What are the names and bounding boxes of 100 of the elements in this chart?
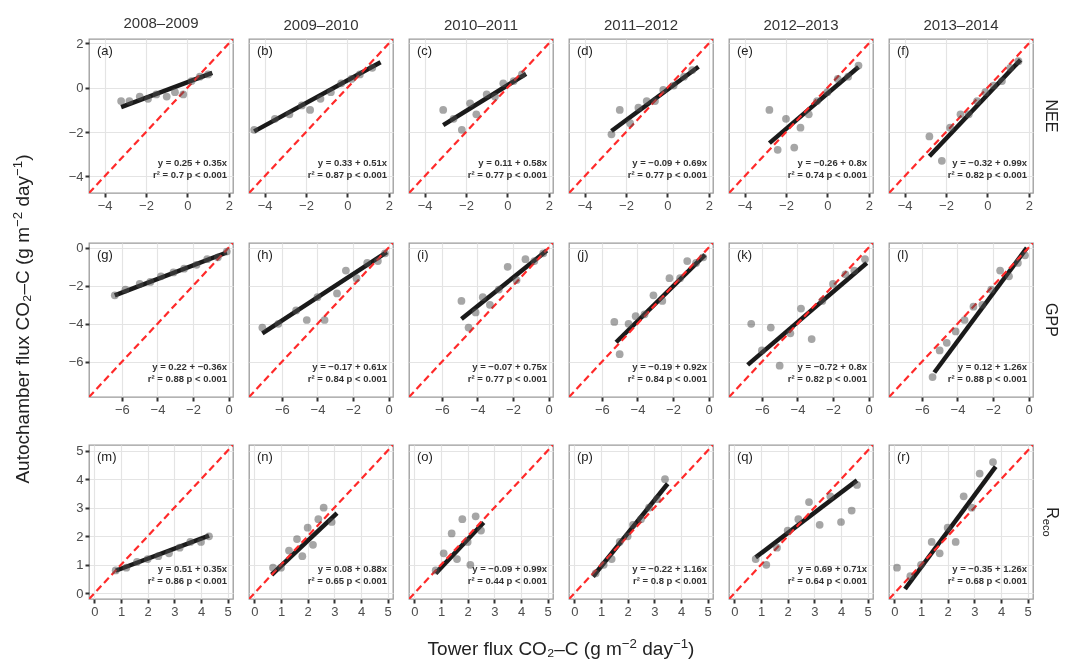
- annotation: y = 0.08 + 0.88x: [317, 563, 388, 574]
- point: [1014, 259, 1022, 267]
- y-tick-label: 5: [76, 443, 84, 459]
- x-tick-label: 4: [837, 603, 846, 619]
- annotation: r² = 0.88 p < 0.001: [147, 373, 228, 384]
- annotation: r² = 0.74 p < 0.001: [787, 169, 868, 180]
- annotation: r² = 0.84 p < 0.001: [627, 373, 708, 384]
- annotation: y = 0.33 + 0.51x: [317, 157, 388, 168]
- y-tick-label: 2: [76, 528, 84, 544]
- point: [837, 518, 845, 526]
- point: [162, 92, 171, 101]
- x-tick-label: −4: [97, 197, 113, 213]
- x-tick-label: 0: [731, 603, 739, 619]
- x-tick-label: 0: [705, 401, 713, 417]
- x-tick-label: −2: [619, 197, 634, 213]
- point: [775, 361, 784, 370]
- point: [494, 285, 503, 294]
- point: [277, 563, 285, 572]
- point: [854, 61, 863, 70]
- annotation: y = −0.32 + 0.99x: [952, 157, 1028, 168]
- annotation: (i): [417, 247, 429, 262]
- point: [314, 515, 323, 524]
- x-tick-label: −4: [737, 197, 753, 213]
- point: [967, 503, 976, 512]
- x-tick-label: 0: [184, 197, 192, 213]
- annotation: y = −0.26 + 0.8x: [797, 157, 868, 168]
- x-tick-label: 0: [891, 603, 899, 619]
- x-tick-label: 2: [624, 603, 632, 619]
- point: [195, 72, 204, 81]
- point: [937, 157, 946, 165]
- annotation: (p): [577, 449, 593, 464]
- point: [765, 106, 774, 114]
- point: [951, 538, 960, 546]
- annotation: (a): [97, 43, 113, 58]
- annotation: (j): [577, 247, 589, 262]
- annotation: r² = 0.87 p < 0.001: [307, 169, 388, 180]
- point: [477, 526, 485, 535]
- point: [688, 66, 697, 74]
- x-tick-label: 3: [491, 603, 499, 619]
- point: [214, 253, 222, 262]
- annotation: y = 0.22 + −0.36x: [152, 361, 228, 372]
- x-tick-label: 0: [411, 603, 419, 619]
- point: [337, 79, 346, 88]
- point: [347, 75, 356, 83]
- x-tick-label: −2: [666, 401, 681, 417]
- annotation: (h): [257, 247, 273, 262]
- point: [374, 257, 382, 265]
- x-tick-label: −4: [470, 401, 486, 417]
- point: [482, 90, 491, 99]
- x-tick-label: −4: [310, 401, 326, 417]
- point: [942, 338, 951, 347]
- point: [610, 318, 619, 326]
- point: [629, 520, 637, 529]
- point: [309, 540, 317, 549]
- point: [326, 88, 335, 97]
- point: [658, 297, 667, 305]
- annotation: (q): [737, 449, 753, 464]
- y-tick-label: 0: [76, 80, 84, 96]
- annotation: r² = 0.77 p < 0.001: [467, 169, 548, 180]
- x-tick-label: −6: [434, 401, 450, 417]
- point: [861, 255, 869, 264]
- x-tick-label: 2: [464, 603, 472, 619]
- point: [503, 262, 512, 271]
- point: [826, 492, 835, 501]
- y-tick-label: −4: [68, 168, 84, 184]
- point: [599, 560, 608, 569]
- point: [355, 70, 364, 79]
- x-tick-label: 2: [144, 603, 152, 619]
- point: [998, 77, 1006, 85]
- point: [146, 278, 155, 286]
- annotation: r² = 0.65 p < 0.001: [307, 575, 388, 586]
- x-tick-label: 0: [504, 197, 512, 213]
- point: [751, 555, 760, 563]
- x-tick-label: −6: [114, 401, 130, 417]
- x-tick-label: 1: [917, 603, 926, 619]
- point: [466, 99, 474, 108]
- point: [197, 538, 205, 546]
- point: [987, 285, 996, 294]
- point: [642, 97, 651, 105]
- x-tick-label: 2: [385, 197, 393, 213]
- y-tick-label: 4: [76, 471, 84, 487]
- annotation: y = −0.72 + 0.8x: [797, 361, 868, 372]
- x-tick-label: 0: [571, 603, 579, 619]
- point: [813, 97, 821, 105]
- annotation: (m): [97, 449, 117, 464]
- y-tick-label: 3: [76, 500, 84, 516]
- point: [352, 274, 361, 283]
- point: [665, 274, 674, 283]
- point: [807, 335, 816, 343]
- point: [165, 549, 173, 558]
- annotation: y = 0.25 + 0.35x: [157, 157, 228, 168]
- x-tick-label: 2: [865, 197, 873, 213]
- point: [804, 110, 813, 119]
- point: [917, 560, 925, 569]
- point: [833, 75, 842, 83]
- point: [472, 110, 481, 119]
- x-tick-label: 0: [251, 603, 259, 619]
- point: [850, 266, 859, 275]
- annotation: r² = 0.64 p < 0.001: [787, 575, 868, 586]
- point: [661, 475, 669, 484]
